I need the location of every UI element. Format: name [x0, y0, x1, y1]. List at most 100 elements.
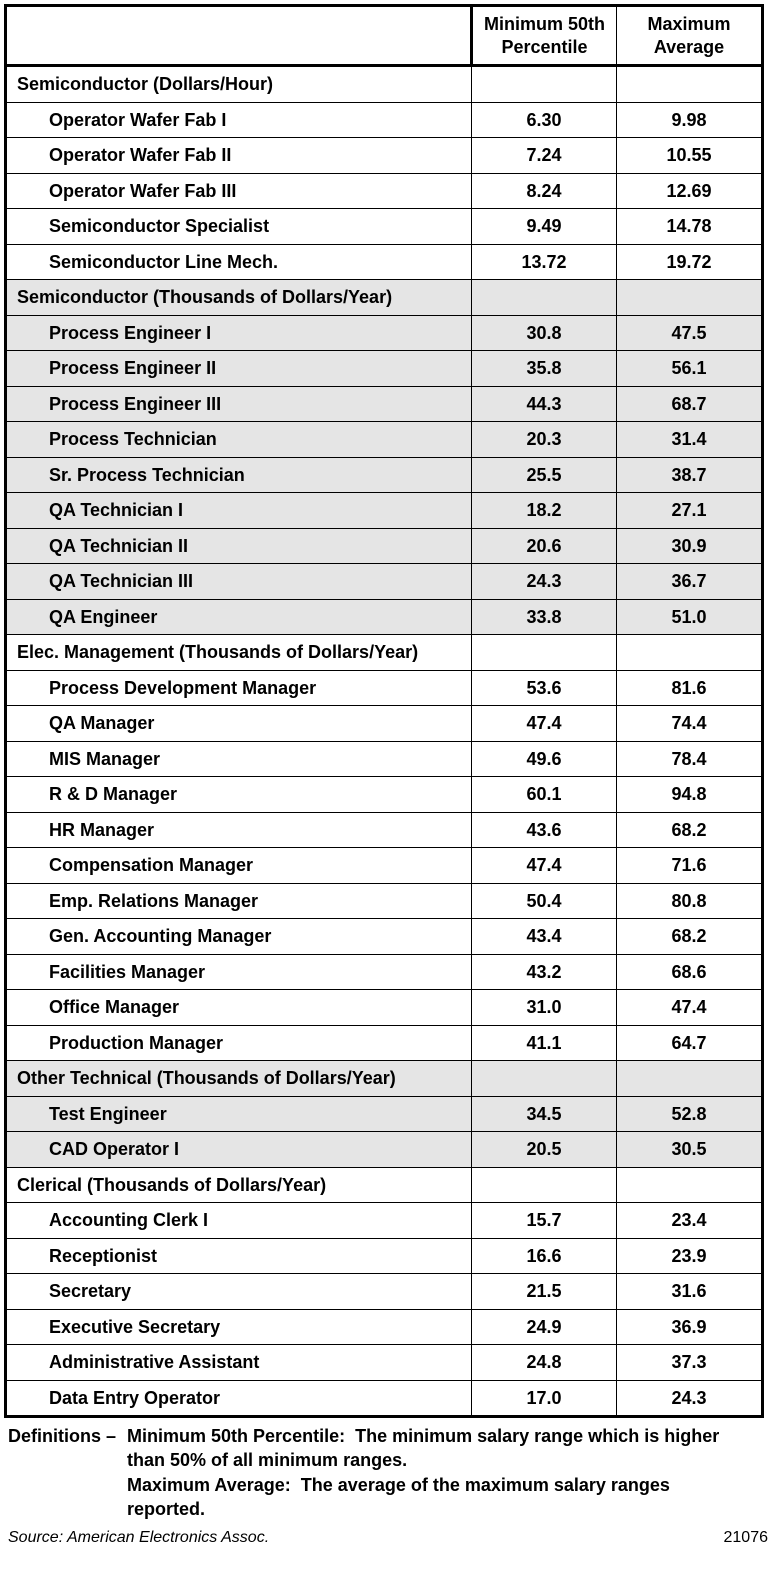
section-title: Clerical (Thousands of Dollars/Year): [6, 1167, 472, 1203]
max-cell: 68.2: [617, 812, 763, 848]
section-empty-max: [617, 1061, 763, 1097]
table-row: Compensation Manager47.471.6: [6, 848, 763, 884]
table-row: Emp. Relations Manager50.480.8: [6, 883, 763, 919]
max-cell: 23.4: [617, 1203, 763, 1239]
section-title: Semiconductor (Thousands of Dollars/Year…: [6, 280, 472, 316]
section-empty-min: [472, 635, 617, 671]
min-cell: 41.1: [472, 1025, 617, 1061]
role-cell: QA Manager: [6, 706, 472, 742]
min-cell: 33.8: [472, 599, 617, 635]
max-cell: 81.6: [617, 670, 763, 706]
min-cell: 44.3: [472, 386, 617, 422]
table-row: Process Engineer I30.847.5: [6, 315, 763, 351]
max-cell: 36.7: [617, 564, 763, 600]
table-row: QA Technician III24.336.7: [6, 564, 763, 600]
min-cell: 50.4: [472, 883, 617, 919]
table-row: Process Technician20.331.4: [6, 422, 763, 458]
definitions-body: Minimum 50th Percentile: The minimum sal…: [121, 1424, 727, 1521]
min-cell: 8.24: [472, 173, 617, 209]
min-cell: 7.24: [472, 138, 617, 174]
min-cell: 17.0: [472, 1380, 617, 1417]
max-cell: 56.1: [617, 351, 763, 387]
table-body: Semiconductor (Dollars/Hour)Operator Waf…: [6, 66, 763, 1417]
definitions-block: Definitions – Minimum 50th Percentile: T…: [4, 1418, 770, 1525]
table-row: Operator Wafer Fab II7.2410.55: [6, 138, 763, 174]
min-cell: 35.8: [472, 351, 617, 387]
table-row: Semiconductor Line Mech.13.7219.72: [6, 244, 763, 280]
min-cell: 25.5: [472, 457, 617, 493]
min-cell: 34.5: [472, 1096, 617, 1132]
section-row: Semiconductor (Thousands of Dollars/Year…: [6, 280, 763, 316]
role-cell: QA Engineer: [6, 599, 472, 635]
role-cell: Emp. Relations Manager: [6, 883, 472, 919]
role-cell: Semiconductor Specialist: [6, 209, 472, 245]
source-line: Source: American Electronics Assoc.: [8, 1529, 269, 1547]
max-cell: 51.0: [617, 599, 763, 635]
table-row: Operator Wafer Fab III8.2412.69: [6, 173, 763, 209]
min-cell: 18.2: [472, 493, 617, 529]
role-cell: Production Manager: [6, 1025, 472, 1061]
max-cell: 68.2: [617, 919, 763, 955]
salary-table: Minimum 50th Percentile Maximum Average …: [4, 4, 764, 1418]
min-cell: 16.6: [472, 1238, 617, 1274]
min-cell: 24.3: [472, 564, 617, 600]
table-row: QA Technician I18.227.1: [6, 493, 763, 529]
min-cell: 31.0: [472, 990, 617, 1026]
min-cell: 30.8: [472, 315, 617, 351]
role-cell: CAD Operator I: [6, 1132, 472, 1168]
min-cell: 20.5: [472, 1132, 617, 1168]
role-cell: Accounting Clerk I: [6, 1203, 472, 1239]
section-empty-max: [617, 280, 763, 316]
max-cell: 36.9: [617, 1309, 763, 1345]
table-row: Production Manager41.164.7: [6, 1025, 763, 1061]
section-empty-min: [472, 1061, 617, 1097]
role-cell: QA Technician I: [6, 493, 472, 529]
section-empty-max: [617, 66, 763, 103]
max-cell: 30.9: [617, 528, 763, 564]
table-row: Sr. Process Technician25.538.7: [6, 457, 763, 493]
min-cell: 6.30: [472, 102, 617, 138]
min-cell: 13.72: [472, 244, 617, 280]
role-cell: Process Engineer II: [6, 351, 472, 387]
role-cell: Receptionist: [6, 1238, 472, 1274]
table-row: R & D Manager60.194.8: [6, 777, 763, 813]
def-min-title: Minimum 50th Percentile:: [127, 1426, 345, 1446]
min-cell: 24.9: [472, 1309, 617, 1345]
role-cell: Operator Wafer Fab III: [6, 173, 472, 209]
max-cell: 14.78: [617, 209, 763, 245]
table-row: QA Manager47.474.4: [6, 706, 763, 742]
role-cell: Secretary: [6, 1274, 472, 1310]
max-cell: 80.8: [617, 883, 763, 919]
table-row: Semiconductor Specialist9.4914.78: [6, 209, 763, 245]
table-row: HR Manager43.668.2: [6, 812, 763, 848]
role-cell: MIS Manager: [6, 741, 472, 777]
min-cell: 49.6: [472, 741, 617, 777]
role-cell: Process Engineer III: [6, 386, 472, 422]
def-max-title: Maximum Average:: [127, 1475, 291, 1495]
section-empty-min: [472, 1167, 617, 1203]
role-cell: Data Entry Operator: [6, 1380, 472, 1417]
max-cell: 71.6: [617, 848, 763, 884]
role-cell: Executive Secretary: [6, 1309, 472, 1345]
table-row: Test Engineer34.552.8: [6, 1096, 763, 1132]
section-row: Elec. Management (Thousands of Dollars/Y…: [6, 635, 763, 671]
max-cell: 47.5: [617, 315, 763, 351]
table-row: Receptionist16.623.9: [6, 1238, 763, 1274]
section-empty-max: [617, 1167, 763, 1203]
role-cell: Compensation Manager: [6, 848, 472, 884]
section-row: Clerical (Thousands of Dollars/Year): [6, 1167, 763, 1203]
max-cell: 19.72: [617, 244, 763, 280]
table-row: Process Development Manager53.681.6: [6, 670, 763, 706]
min-cell: 60.1: [472, 777, 617, 813]
max-cell: 27.1: [617, 493, 763, 529]
table-row: Executive Secretary24.936.9: [6, 1309, 763, 1345]
section-empty-min: [472, 66, 617, 103]
role-cell: QA Technician II: [6, 528, 472, 564]
min-cell: 47.4: [472, 848, 617, 884]
min-cell: 20.6: [472, 528, 617, 564]
role-cell: Operator Wafer Fab II: [6, 138, 472, 174]
page-number: 21076: [724, 1529, 769, 1547]
table-row: Accounting Clerk I15.723.4: [6, 1203, 763, 1239]
max-cell: 68.6: [617, 954, 763, 990]
section-empty-max: [617, 635, 763, 671]
